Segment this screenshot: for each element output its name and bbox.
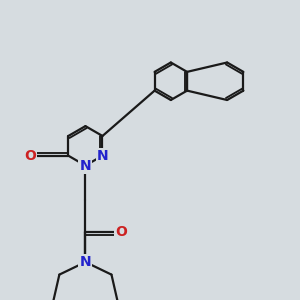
Text: N: N (97, 149, 108, 163)
Text: N: N (80, 255, 91, 269)
Text: N: N (80, 159, 91, 172)
Text: O: O (24, 149, 36, 163)
Text: O: O (115, 225, 127, 239)
